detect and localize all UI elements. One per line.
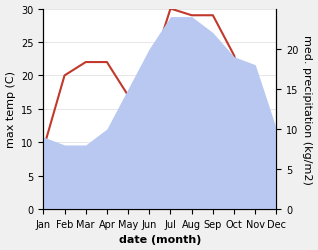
X-axis label: date (month): date (month) bbox=[119, 234, 201, 244]
Y-axis label: max temp (C): max temp (C) bbox=[5, 71, 16, 148]
Y-axis label: med. precipitation (kg/m2): med. precipitation (kg/m2) bbox=[302, 35, 313, 184]
